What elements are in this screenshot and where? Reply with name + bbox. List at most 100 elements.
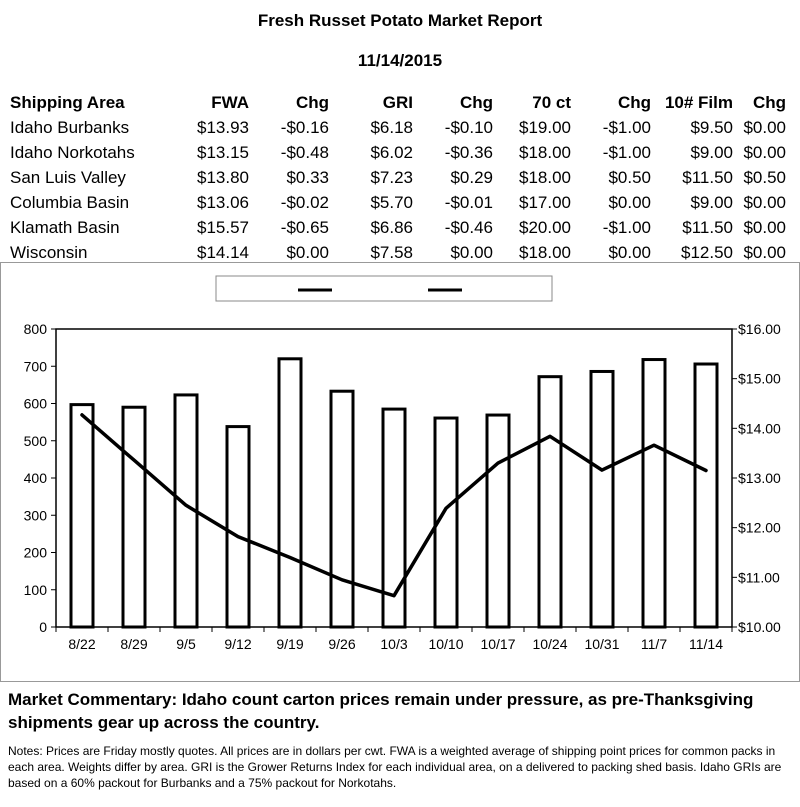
y-tick-label: 200: [24, 545, 48, 561]
price-cell: $0.00: [743, 242, 786, 262]
column-header: Chg: [617, 92, 651, 112]
y2-tick-label: $10.00: [738, 619, 781, 635]
bar: [277, 357, 303, 629]
price-cell: -$0.46: [444, 217, 493, 237]
y2-tick-label: $13.00: [738, 470, 781, 486]
column-header: 10# Film: [664, 92, 733, 112]
price-cell: $9.00: [690, 192, 733, 212]
shipments-price-chart: 0 100 200 300 400 500 600 700 800 $10.00 $11.00 $12…: [0, 262, 800, 682]
table-row: Idaho Norkotahs $13.15 -$0.48 $6.02 -$0.36 $1…: [8, 140, 788, 165]
price-cell: $18.00: [519, 142, 571, 162]
price-cell: $18.00: [519, 167, 571, 187]
shipping-area-cell: Idaho Burbanks: [10, 117, 130, 137]
column-header: Chg: [295, 92, 329, 112]
price-cell: -$1.00: [602, 117, 651, 137]
price-cell: -$0.65: [280, 217, 329, 237]
price-cell: $0.00: [608, 192, 651, 212]
table-row: San Luis Valley $13.80 $0.33 $7.23 $0.29 $18.…: [8, 165, 788, 190]
bar: [381, 407, 407, 629]
price-cell: -$0.48: [280, 142, 329, 162]
price-cell: $13.06: [197, 192, 249, 212]
x-tick-label: 10/3: [380, 636, 407, 652]
bar: [225, 425, 251, 629]
column-header: Shipping Area: [10, 92, 125, 112]
price-cell: $0.00: [450, 242, 493, 262]
price-cell: $6.18: [370, 117, 413, 137]
market-table: Shipping Area FWA Chg GRI Chg 70 ct Chg …: [8, 90, 788, 265]
price-cell: $20.00: [519, 217, 571, 237]
price-cell: $6.86: [370, 217, 413, 237]
column-header: Chg: [459, 92, 493, 112]
price-cell: $15.57: [197, 217, 249, 237]
price-cell: $13.15: [197, 142, 249, 162]
table-row: Idaho Burbanks $13.93 -$0.16 $6.18 -$0.10 $19…: [8, 115, 788, 140]
y2-tick-label: $16.00: [738, 321, 781, 337]
column-header: Chg: [752, 92, 786, 112]
price-cell: $12.50: [681, 242, 733, 262]
x-tick-label: 8/22: [68, 636, 95, 652]
x-tick-label: 9/26: [328, 636, 355, 652]
price-cell: -$0.01: [444, 192, 493, 212]
price-cell: $0.33: [286, 167, 329, 187]
price-cell: -$1.00: [602, 142, 651, 162]
price-cell: -$0.02: [280, 192, 329, 212]
price-cell: $7.23: [370, 167, 413, 187]
x-tick-label: 11/7: [641, 636, 667, 652]
legend-box: [215, 275, 553, 302]
bar: [329, 389, 355, 629]
column-header: 70 ct: [532, 92, 571, 112]
table-row: Wisconsin $14.14 $0.00 $7.58 $0.00 $18.00 $0.0…: [8, 240, 788, 265]
shipping-area-cell: San Luis Valley: [10, 167, 126, 187]
bar: [693, 362, 719, 629]
price-cell: $0.00: [743, 142, 786, 162]
price-cell: $0.50: [743, 167, 786, 187]
x-tick-label: 9/19: [276, 636, 303, 652]
y-tick-label: 0: [39, 619, 47, 635]
price-cell: -$1.00: [602, 217, 651, 237]
table-row: Columbia Basin $13.06 -$0.02 $5.70 -$0.01 $17…: [8, 190, 788, 215]
price-cell: $7.58: [370, 242, 413, 262]
bar: [433, 416, 459, 629]
price-cell: $11.50: [682, 217, 733, 237]
price-cell: $18.00: [519, 242, 571, 262]
y2-tick-label: $12.00: [738, 520, 781, 536]
y2-tick-label: $15.00: [738, 371, 781, 387]
x-tick-label: 10/17: [480, 636, 515, 652]
column-header: FWA: [211, 92, 249, 112]
price-cell: $17.00: [519, 192, 571, 212]
price-cell: -$0.10: [444, 117, 493, 137]
price-cell: $0.50: [608, 167, 651, 187]
price-cell: $14.14: [197, 242, 249, 262]
bar: [589, 369, 615, 629]
x-tick-label: 10/10: [428, 636, 463, 652]
table-header-row: Shipping Area FWA Chg GRI Chg 70 ct Chg …: [8, 90, 788, 115]
price-cell: $0.29: [450, 167, 493, 187]
shipping-area-cell: Columbia Basin: [10, 192, 130, 212]
price-cell: $0.00: [608, 242, 651, 262]
price-cell: -$0.36: [444, 142, 493, 162]
y-tick-label: 300: [24, 507, 48, 523]
bar: [537, 375, 563, 629]
x-tick-label: 11/14: [689, 636, 723, 652]
y-tick-label: 100: [24, 582, 48, 598]
price-cell: $0.00: [743, 217, 786, 237]
price-cell: $0.00: [743, 192, 786, 212]
shipping-area-cell: Wisconsin: [10, 242, 88, 262]
price-cell: $13.93: [197, 117, 249, 137]
column-header: GRI: [382, 92, 413, 112]
y-tick-label: 400: [24, 470, 48, 486]
price-cell: $5.70: [370, 192, 413, 212]
price-cell: $0.00: [743, 117, 786, 137]
shipping-area-cell: Idaho Norkotahs: [10, 142, 135, 162]
y-tick-label: 700: [24, 358, 48, 374]
report-title: Fresh Russet Potato Market Report: [257, 11, 543, 30]
price-line: [80, 413, 708, 598]
x-tick-label: 8/29: [120, 636, 147, 652]
price-cell: $11.50: [682, 167, 733, 187]
table-row: Klamath Basin $15.57 -$0.65 $6.86 -$0.46 $20.…: [8, 215, 788, 240]
bar: [69, 403, 95, 629]
y-tick-label: 800: [24, 321, 48, 337]
x-tick-label: 9/12: [224, 636, 251, 652]
price-cell: $19.00: [519, 117, 571, 137]
price-cell: $13.80: [197, 167, 249, 187]
